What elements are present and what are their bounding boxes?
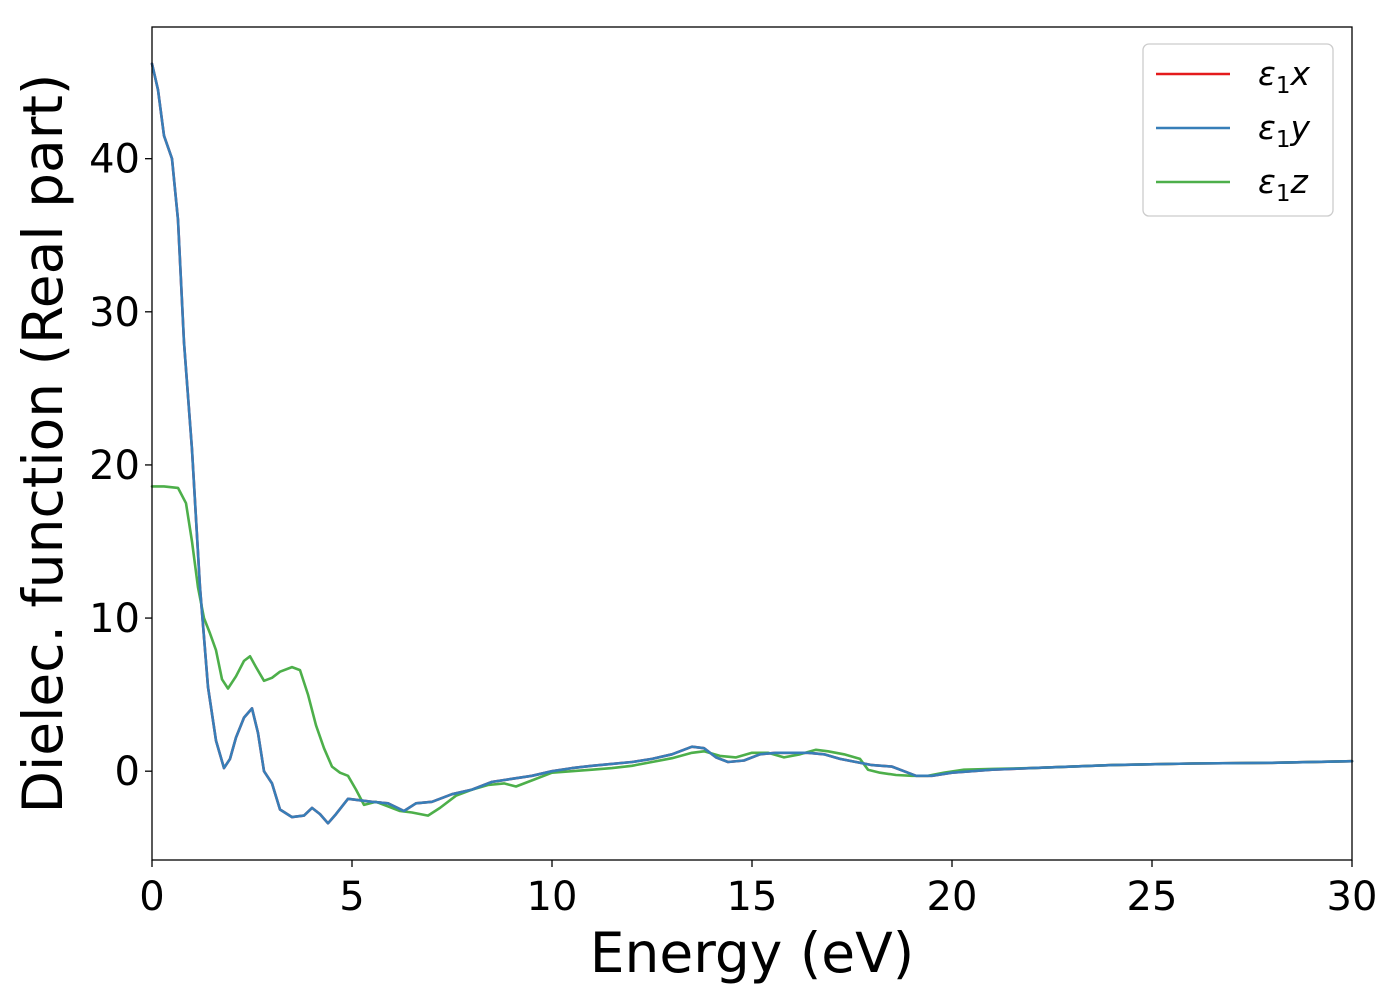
legend-label-base: ε bbox=[1258, 108, 1276, 147]
x-tick-label: 15 bbox=[727, 874, 778, 920]
legend-label-suffix: z bbox=[1289, 162, 1308, 201]
legend-label-sub: 1 bbox=[1276, 181, 1291, 207]
x-tick-label: 20 bbox=[927, 874, 978, 920]
x-tick-label: 5 bbox=[339, 874, 364, 920]
x-axis-title: Energy (eV) bbox=[590, 921, 914, 985]
x-tick-label: 0 bbox=[139, 874, 164, 920]
legend-label-base: ε bbox=[1258, 54, 1276, 93]
x-tick-label: 10 bbox=[527, 874, 578, 920]
y-tick-label: 30 bbox=[89, 290, 140, 336]
legend-label-suffix: x bbox=[1289, 54, 1310, 93]
legend-label-x: ε1x bbox=[1258, 54, 1310, 99]
y-tick-label: 10 bbox=[89, 596, 140, 642]
y-axis: 0 10 20 30 40 bbox=[89, 137, 152, 795]
legend-label-base: ε bbox=[1258, 162, 1276, 201]
legend-label-suffix: y bbox=[1289, 108, 1310, 147]
x-tick-label: 25 bbox=[1127, 874, 1178, 920]
legend-label-sub: 1 bbox=[1276, 73, 1291, 99]
legend-label-sub: 1 bbox=[1276, 127, 1291, 153]
legend-box bbox=[1142, 43, 1334, 217]
x-tick-label: 30 bbox=[1327, 874, 1378, 920]
x-axis: 0 5 10 15 20 25 30 bbox=[139, 860, 1377, 920]
series-line-y bbox=[150, 62, 1354, 825]
legend-label-y: ε1y bbox=[1258, 108, 1310, 153]
y-tick-label: 20 bbox=[89, 443, 140, 489]
y-axis-title: Dielec. function (Real part) bbox=[11, 74, 75, 814]
legend-label-z: ε1z bbox=[1258, 162, 1308, 207]
y-tick-label: 40 bbox=[89, 137, 140, 183]
y-tick-label: 0 bbox=[115, 749, 140, 795]
series-layer bbox=[150, 62, 1354, 825]
